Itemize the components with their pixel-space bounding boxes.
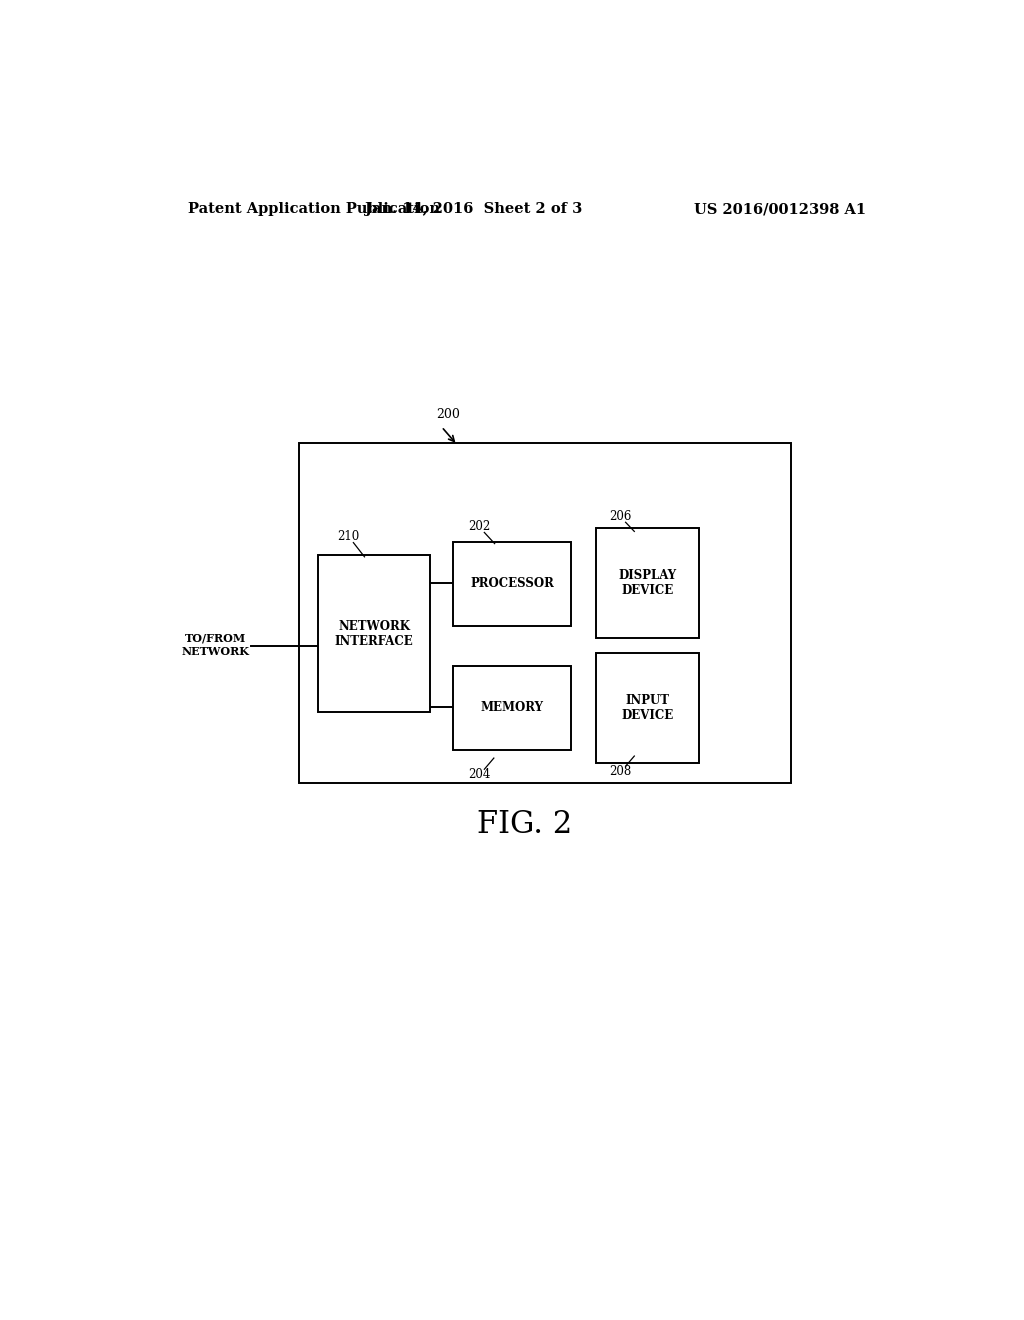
Text: NETWORK: NETWORK [181,645,249,657]
Bar [454,541,570,626]
Text: 204: 204 [468,768,490,781]
Text: 200: 200 [436,408,460,421]
Text: 206: 206 [609,510,631,523]
Text: 210: 210 [338,531,359,543]
Text: 208: 208 [609,764,631,777]
Text: INPUT
DEVICE: INPUT DEVICE [622,694,674,722]
Bar [318,554,430,713]
Text: Jan. 14, 2016  Sheet 2 of 3: Jan. 14, 2016 Sheet 2 of 3 [365,202,582,216]
Text: US 2016/0012398 A1: US 2016/0012398 A1 [694,202,866,216]
Text: PROCESSOR: PROCESSOR [470,577,554,590]
Bar [596,528,699,638]
Text: TO/FROM: TO/FROM [184,632,246,644]
Bar [596,653,699,763]
Text: DISPLAY
DEVICE: DISPLAY DEVICE [618,569,677,597]
Text: 202: 202 [468,520,490,533]
Text: NETWORK
INTERFACE: NETWORK INTERFACE [335,619,414,648]
Text: MEMORY: MEMORY [480,701,544,714]
Text: FIG. 2: FIG. 2 [477,809,572,840]
Text: Patent Application Publication: Patent Application Publication [187,202,439,216]
Bar [454,665,570,750]
Bar [299,444,791,784]
